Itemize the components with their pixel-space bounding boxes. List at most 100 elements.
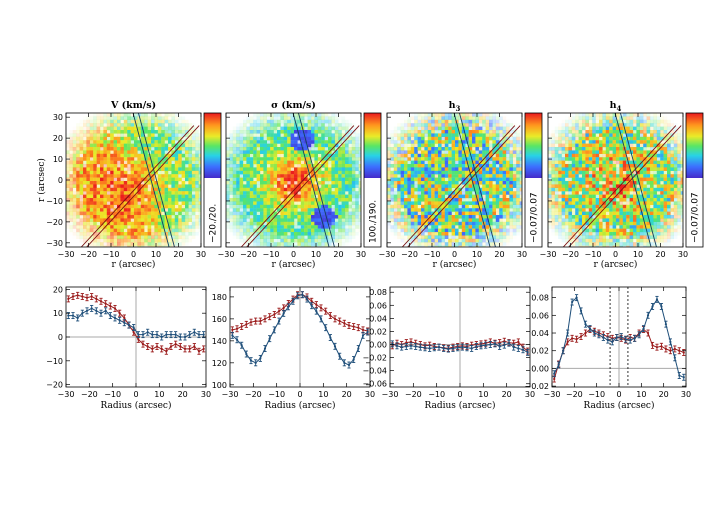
- data-point: [502, 341, 506, 349]
- series: [390, 339, 530, 356]
- marker: [571, 337, 574, 340]
- marker: [352, 358, 355, 361]
- data-point: [197, 331, 201, 339]
- data-point: [192, 343, 196, 350]
- marker: [310, 300, 313, 303]
- x-tick-label: −30: [540, 250, 557, 259]
- data-point: [66, 295, 70, 303]
- marker: [447, 347, 450, 351]
- colorbar-range-label: −0.07/0.07: [530, 192, 540, 243]
- data-point: [244, 320, 248, 328]
- x-tick-label: −20: [81, 390, 98, 399]
- data-point: [90, 304, 94, 312]
- x-tick-label: 20: [333, 250, 343, 259]
- marker: [655, 298, 659, 301]
- data-point: [240, 341, 244, 349]
- slit-line: [614, 113, 652, 247]
- marker: [259, 357, 262, 360]
- marker: [81, 295, 84, 298]
- marker: [638, 333, 641, 336]
- series: [230, 291, 370, 369]
- data-point: [183, 345, 187, 353]
- data-point: [400, 343, 404, 351]
- data-point: [668, 338, 672, 346]
- marker: [231, 328, 234, 331]
- profile-panel: −30 −20 −10 0 10 20 30−0.06−0.04−0.020.000.020…: [362, 286, 535, 411]
- data-point: [650, 341, 655, 349]
- data-point: [418, 343, 422, 351]
- data-point: [610, 338, 614, 346]
- data-point: [258, 354, 262, 362]
- data-point: [90, 293, 94, 300]
- data-point: [268, 313, 272, 321]
- marker: [660, 345, 663, 348]
- data-point: [512, 343, 516, 351]
- y-tick-label: 10: [53, 309, 63, 318]
- x-tick-label: −10: [588, 390, 605, 399]
- data-point: [583, 320, 588, 328]
- panel-title: h4: [610, 100, 622, 113]
- marker: [188, 333, 191, 336]
- y-tick-label: 0: [58, 333, 63, 342]
- slit-line: [132, 113, 170, 247]
- marker: [669, 340, 672, 343]
- y-tick-label: 0.04: [531, 329, 549, 338]
- y-tick-label: 180: [212, 293, 227, 302]
- marker: [682, 376, 685, 379]
- x-tick-label: 30: [196, 250, 206, 259]
- data-point: [338, 317, 342, 325]
- x-tick-label: −10: [103, 250, 120, 259]
- data-point: [277, 307, 281, 315]
- x-tick-label: 30: [365, 390, 375, 399]
- x-tick-label: −30: [382, 390, 399, 399]
- marker: [517, 347, 520, 350]
- x-tick-label: −10: [263, 250, 280, 259]
- data-point: [342, 319, 346, 327]
- marker: [249, 359, 253, 362]
- x-axis-label: Radius (arcsec): [425, 400, 496, 411]
- data-point: [178, 333, 182, 341]
- data-point: [174, 340, 178, 348]
- data-point: [314, 301, 318, 309]
- series: [552, 294, 686, 381]
- marker: [611, 340, 614, 343]
- data-point: [230, 331, 234, 339]
- x-tick-label: 10: [478, 390, 488, 399]
- x-tick-label: 30: [678, 250, 688, 259]
- data-point: [664, 320, 668, 328]
- marker: [146, 345, 149, 348]
- marker: [642, 327, 645, 330]
- marker: [584, 323, 587, 326]
- data-point: [76, 314, 80, 322]
- marker: [268, 315, 271, 318]
- x-axis-label: Radius (arcsec): [101, 400, 172, 411]
- slit-line: [459, 113, 496, 247]
- marker: [343, 322, 346, 325]
- marker: [461, 346, 464, 349]
- y-tick-label: 120: [212, 359, 227, 368]
- y-tick-label: −0.06: [362, 380, 387, 389]
- data-point: [155, 331, 159, 339]
- data-point: [588, 325, 592, 333]
- marker: [682, 351, 685, 354]
- marker: [254, 361, 257, 364]
- marker: [151, 333, 154, 336]
- data-point: [668, 347, 672, 355]
- data-point: [583, 329, 588, 337]
- marker: [123, 321, 126, 324]
- data-point: [141, 331, 145, 339]
- slit-line: [80, 125, 195, 247]
- data-point: [347, 361, 351, 369]
- marker: [132, 326, 135, 329]
- marker: [557, 363, 560, 366]
- marker: [678, 374, 681, 377]
- x-tick-label: 0: [131, 250, 136, 259]
- marker: [329, 314, 332, 317]
- marker: [319, 306, 323, 309]
- x-tick-label: −30: [58, 390, 75, 399]
- marker: [517, 340, 520, 344]
- data-point: [479, 342, 483, 350]
- data-point: [113, 304, 117, 312]
- marker: [669, 349, 672, 352]
- y-tick-label: 0.00: [531, 364, 549, 373]
